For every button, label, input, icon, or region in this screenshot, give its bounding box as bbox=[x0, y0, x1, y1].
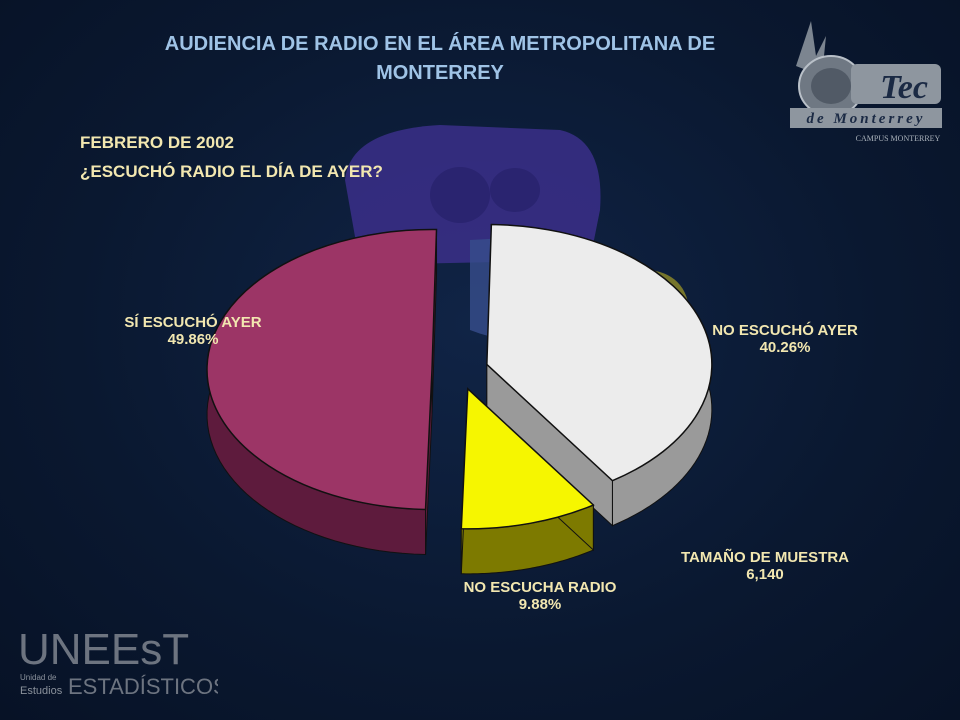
slice-label-si-escucho: SÍ ESCUCHÓ AYER 49.86% bbox=[88, 314, 298, 348]
sample-size-value: 6,140 bbox=[746, 566, 784, 583]
slice-value-no-escucha-radio: 9.88% bbox=[518, 596, 562, 613]
slice-name-no-escucha-radio: NO ESCUCHA RADIO bbox=[463, 579, 617, 596]
subtitle-date: FEBRERO DE 2002 bbox=[80, 133, 234, 152]
slice-label-no-escucho: NO ESCUCHÓ AYER 40.26% bbox=[680, 322, 890, 356]
subtitle-question: ¿ESCUCHÓ RADIO EL DÍA DE AYER? bbox=[80, 162, 383, 181]
uneest-logo-line2: Estudios bbox=[20, 685, 63, 697]
sample-size-label: TAMAÑO DE MUESTRA bbox=[680, 549, 850, 566]
uneest-logo: UNEEsT Unidad de Estudios ESTADÍSTICOS bbox=[18, 625, 218, 699]
uneest-logo-line1: Unidad de bbox=[20, 673, 57, 682]
uneest-logo-line3: ESTADÍSTICOS bbox=[68, 674, 218, 699]
slice-name-si-escucho: SÍ ESCUCHÓ AYER bbox=[124, 314, 262, 331]
sample-size: TAMAÑO DE MUESTRA 6,140 bbox=[650, 549, 880, 583]
slice-label-no-escucha-radio: NO ESCUCHA RADIO 9.88% bbox=[420, 579, 660, 613]
slice-name-no-escucho: NO ESCUCHÓ AYER bbox=[712, 322, 858, 339]
tec-de-monterrey-logo: Tec de Monterrey CAMPUS MONTERREY bbox=[790, 21, 942, 143]
uneest-logo-main: UNEEsT bbox=[18, 625, 189, 674]
pie-slice-no-escucho bbox=[486, 223, 713, 527]
tec-logo-main: Tec bbox=[880, 69, 928, 106]
slice-value-no-escucho: 40.26% bbox=[759, 339, 811, 356]
tec-logo-campus: CAMPUS MONTERREY bbox=[856, 134, 941, 143]
pie-slice-si-escucho bbox=[206, 228, 438, 555]
pie-slice-no-escucha-radio bbox=[460, 387, 595, 575]
slice-value-si-escucho: 49.86% bbox=[167, 331, 219, 348]
chart-title: AUDIENCIA DE RADIO EN EL ÁREA METROPOLIT… bbox=[164, 33, 716, 84]
tec-logo-sub: de Monterrey bbox=[807, 111, 926, 127]
